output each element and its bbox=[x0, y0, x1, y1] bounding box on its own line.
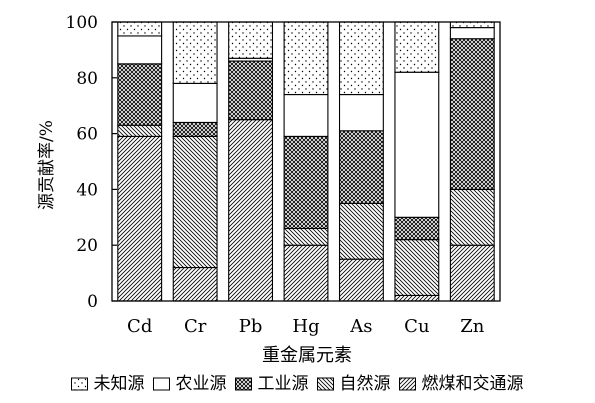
bar-segment-Pb-series-2 bbox=[228, 60, 274, 121]
x-tick-label: Cd bbox=[127, 316, 152, 337]
bar-segment-Cu-series-0 bbox=[394, 294, 440, 302]
y-tick-label: 20 bbox=[76, 236, 98, 256]
bar-segment-Hg-series-0 bbox=[283, 244, 329, 302]
legend-label: 未知源 bbox=[94, 374, 145, 394]
x-tick-label: Hg bbox=[292, 316, 319, 337]
bar-segment-Zn-series-4 bbox=[449, 21, 495, 29]
bar-segment-Cd-series-0 bbox=[117, 135, 163, 302]
plot-frame bbox=[111, 21, 501, 302]
legend-item-4: 未知源 bbox=[71, 374, 145, 394]
legend-item-2: 工业源 bbox=[235, 374, 309, 394]
legend-item-3: 农业源 bbox=[153, 374, 227, 394]
bar-segment-Pb-series-4 bbox=[228, 21, 274, 59]
bar-segment-Pb-series-0 bbox=[228, 119, 274, 302]
legend: 未知源 农业源 工业源 自然源 燃煤和交通源 bbox=[71, 374, 524, 394]
bars-layer bbox=[117, 21, 495, 302]
bar-segment-Cd-series-4 bbox=[117, 21, 163, 37]
y-tick-label: 40 bbox=[76, 180, 98, 200]
bar-segment-Cd-series-3 bbox=[117, 35, 163, 65]
y-tick-label: 80 bbox=[76, 69, 98, 89]
legend-swatch bbox=[153, 377, 170, 391]
bar-segment-Cr-series-4 bbox=[172, 21, 218, 84]
bar-segment-Zn-series-2 bbox=[449, 38, 495, 190]
bar-segment-Zn-series-0 bbox=[449, 244, 495, 302]
bar-segment-Cu-series-2 bbox=[394, 216, 440, 241]
legend-label: 燃煤和交通源 bbox=[422, 374, 524, 394]
x-tick-label: Pb bbox=[239, 316, 263, 337]
bar-segment-As-series-1 bbox=[338, 202, 384, 260]
y-tick-label: 60 bbox=[76, 125, 98, 145]
bar-segment-Hg-series-2 bbox=[283, 135, 329, 230]
bar-segment-Cr-series-1 bbox=[172, 135, 218, 269]
legend-label: 工业源 bbox=[258, 374, 309, 394]
bar-segment-Cd-series-1 bbox=[117, 124, 163, 137]
bar-segment-Cu-series-4 bbox=[394, 21, 440, 73]
x-tick-label: Cu bbox=[404, 316, 429, 337]
legend-item-0: 燃煤和交通源 bbox=[399, 374, 524, 394]
bar-segment-Hg-series-3 bbox=[283, 93, 329, 137]
bar-segment-As-series-3 bbox=[338, 93, 384, 132]
x-axis-label: 重金属元素 bbox=[262, 345, 352, 366]
bar-segment-Cr-series-0 bbox=[172, 266, 218, 302]
bar-segment-Cr-series-3 bbox=[172, 82, 218, 123]
x-tick-label: Zn bbox=[460, 316, 485, 337]
legend-label: 自然源 bbox=[340, 374, 391, 394]
y-tick-label: 0 bbox=[87, 292, 98, 312]
bar-segment-Hg-series-4 bbox=[283, 21, 329, 96]
y-axis-label: 源贡献率/% bbox=[37, 120, 57, 210]
legend-swatch bbox=[71, 377, 88, 391]
bar-segment-Zn-series-1 bbox=[449, 188, 495, 246]
legend-swatch bbox=[399, 377, 416, 391]
bar-segment-As-series-0 bbox=[338, 258, 384, 302]
y-tick-label: 100 bbox=[66, 13, 98, 33]
axis-layer: 0 20 40 60 80 100 Cd Cr Pb Hg As Cu Zn bbox=[66, 13, 501, 337]
x-tick-label: As bbox=[349, 316, 372, 337]
bar-segment-As-series-4 bbox=[338, 21, 384, 96]
bar-segment-Zn-series-3 bbox=[449, 27, 495, 40]
legend-swatch bbox=[317, 377, 334, 391]
legend-item-1: 自然源 bbox=[317, 374, 391, 394]
bar-segment-Cu-series-3 bbox=[394, 71, 440, 218]
bar-segment-Cu-series-1 bbox=[394, 239, 440, 296]
legend-swatch bbox=[235, 377, 252, 391]
bar-segment-Cr-series-2 bbox=[172, 121, 218, 137]
bar-segment-Hg-series-1 bbox=[283, 227, 329, 246]
legend-label: 农业源 bbox=[176, 374, 227, 394]
bar-segment-As-series-2 bbox=[338, 130, 384, 204]
bar-segment-Cd-series-2 bbox=[117, 63, 163, 126]
x-tick-label: Cr bbox=[184, 316, 207, 337]
